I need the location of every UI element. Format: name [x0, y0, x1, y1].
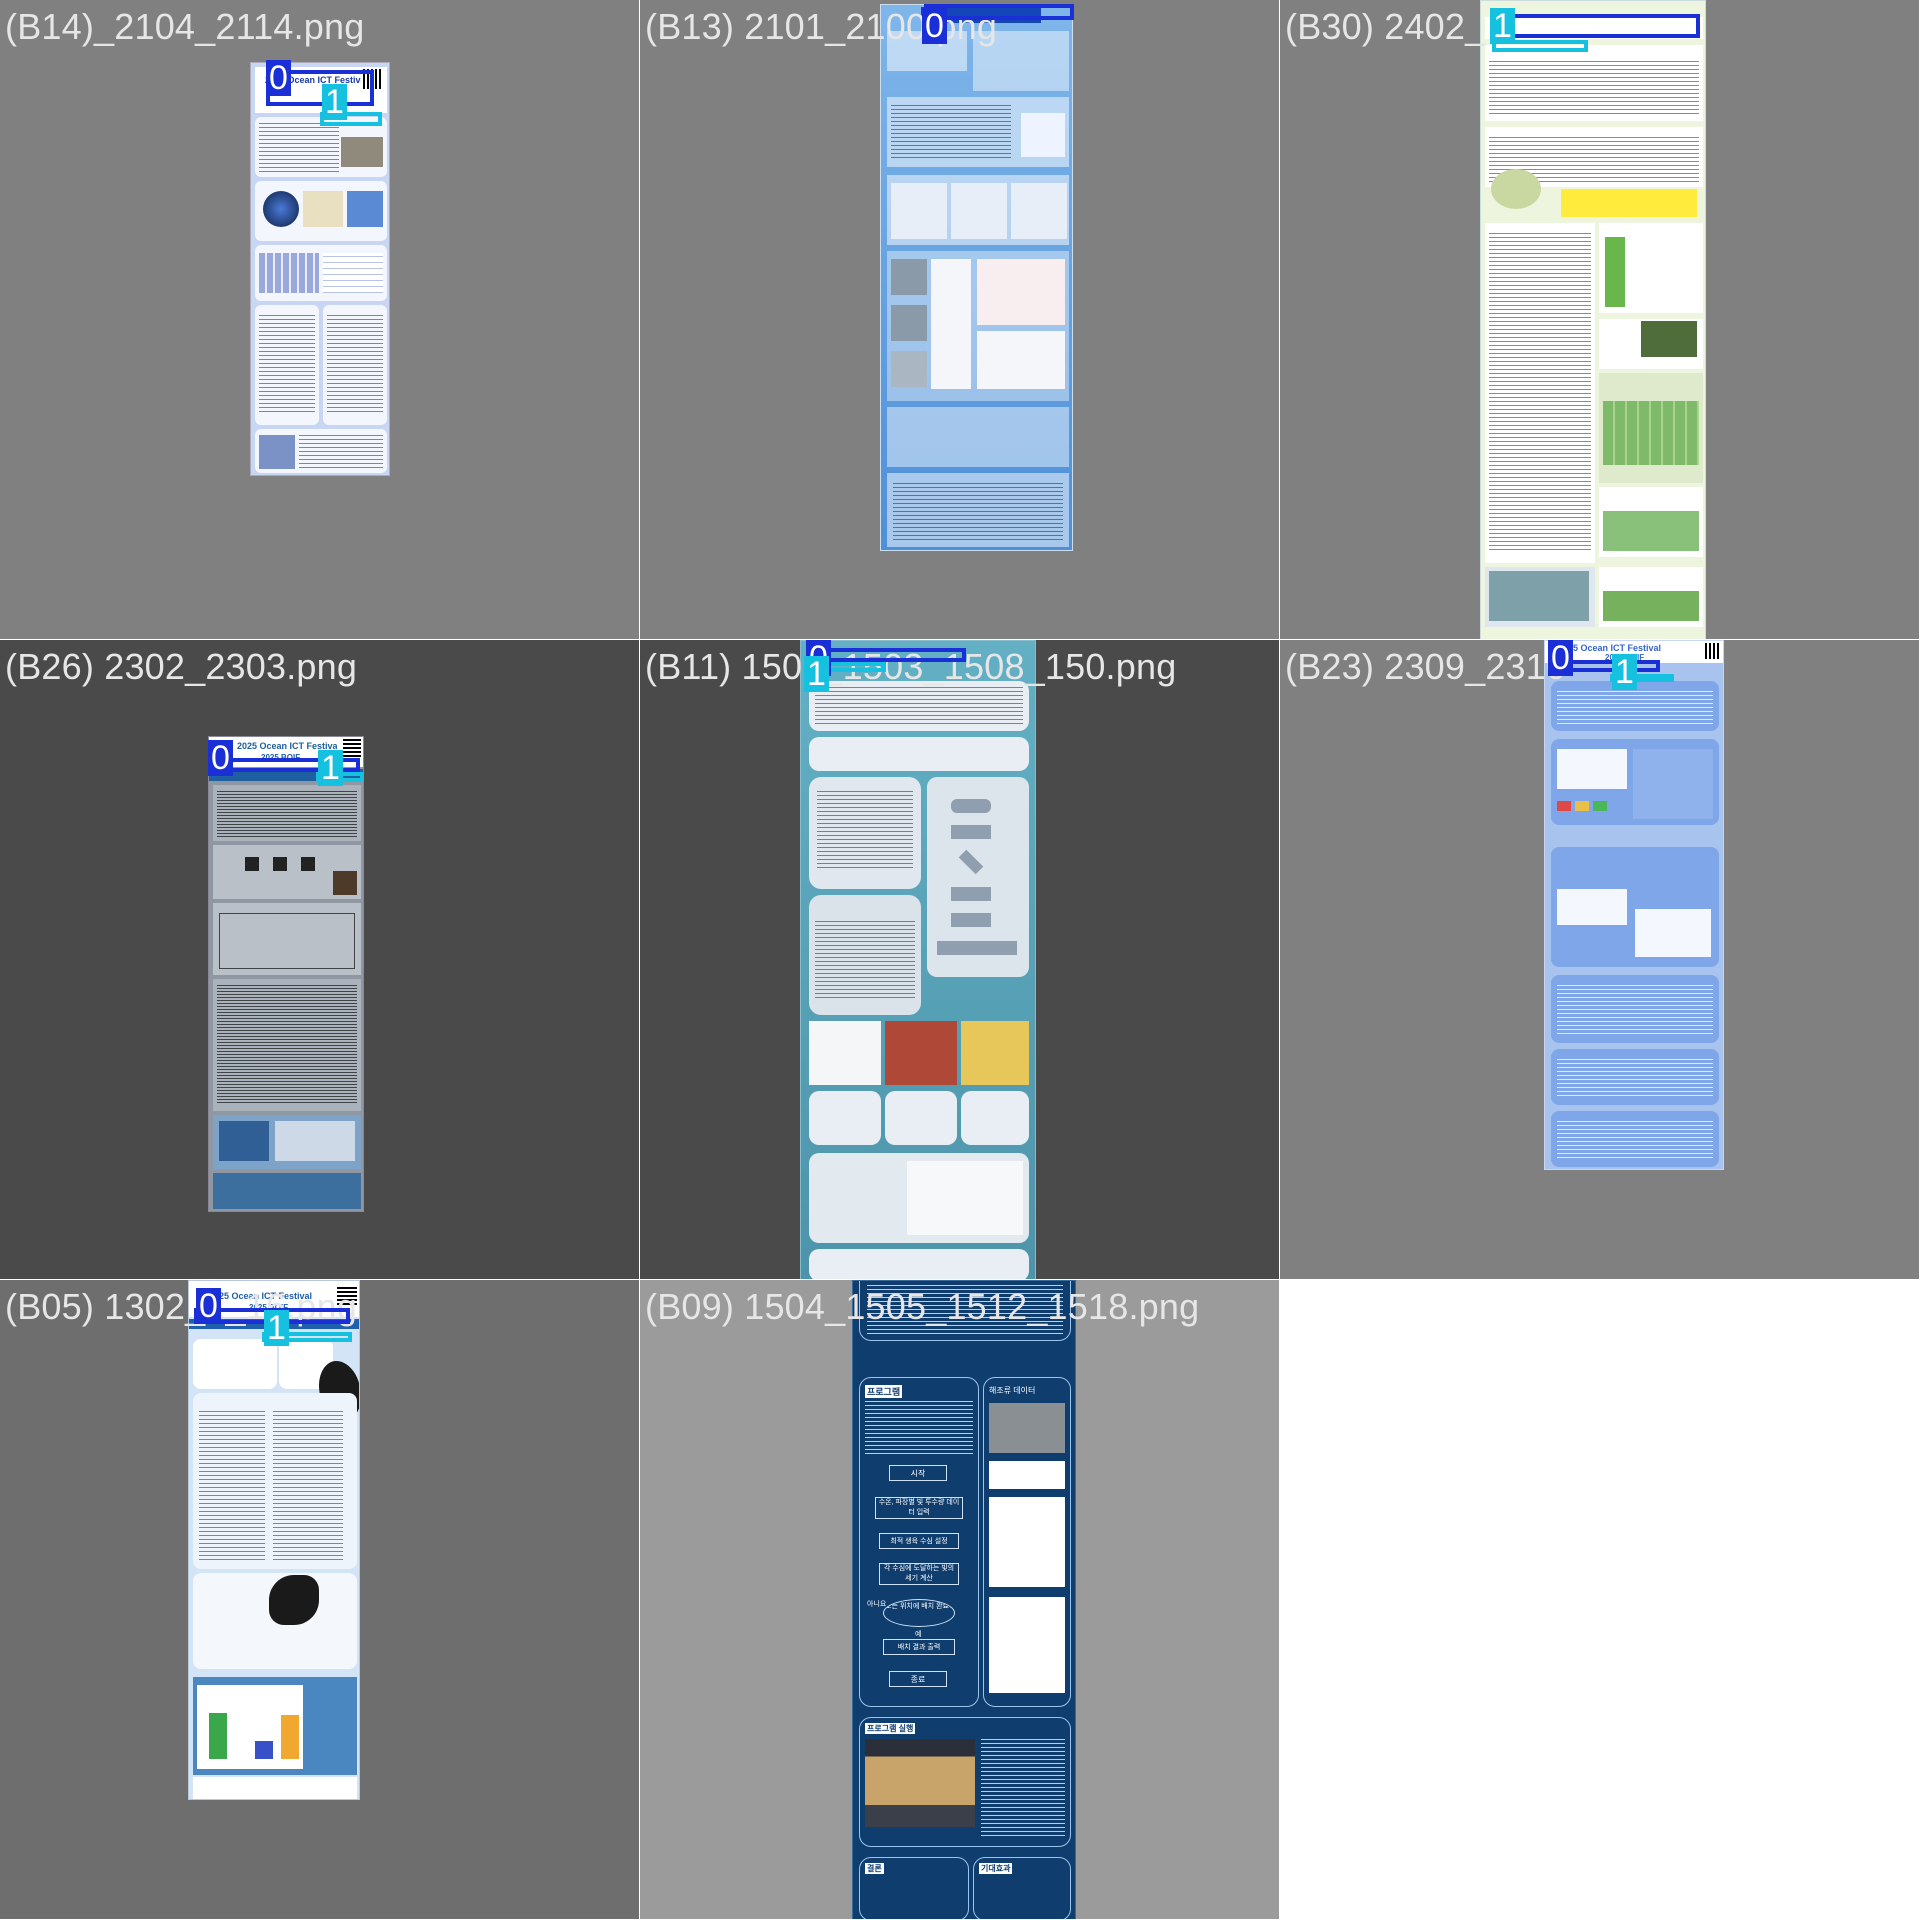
flow-input: 수온, 파장별 빛 투수량 데이터 입력 [875, 1497, 963, 1519]
simulation-screenshot [865, 1739, 975, 1827]
badge-1: 1 [1490, 8, 1515, 44]
qr-code-icon [1705, 643, 1721, 659]
badge-1: 1 [318, 750, 343, 786]
grid-cell-b05[interactable]: 2025 Ocean ICT Festival 2025 BOIF (B05) … [0, 1280, 640, 1920]
demo-section-title: 프로그램 실행 [865, 1723, 916, 1734]
grid-cell-b11[interactable]: (B11) 1501_1503_1508_150.png 0 1 [640, 640, 1280, 1280]
flow-calc-light: 각 수심에 도달하는 빛의 세기 계산 [879, 1563, 959, 1585]
highlight-box-1 [1492, 40, 1588, 52]
poster-title: 2025 Ocean ICT Festival [265, 75, 361, 85]
future-title: 기대효과 [979, 1863, 1013, 1874]
badge-0: 0 [196, 1288, 221, 1324]
highlight-box-0 [1492, 14, 1700, 38]
cell-filename-label: (B30) 2402_ [1285, 6, 1486, 47]
badge-0: 0 [208, 740, 233, 776]
poster-thumbnail[interactable]: 프로그램 시작 수온, 파장별 빛 투수량 데이터 입력 최적 생육 수심 설정… [852, 1280, 1076, 1919]
conclusion-title: 결론 [865, 1863, 884, 1874]
earth-image [263, 191, 299, 227]
badge-1: 1 [322, 84, 347, 120]
program-section-title: 프로그램 [865, 1385, 903, 1398]
flow-output: 배치 결과 출력 [883, 1639, 955, 1655]
flow-decision: 모든 위치에 배치 완료? [883, 1599, 955, 1627]
cell-filename-label: (B14)_2104_2114.png [5, 6, 365, 47]
grid-cell-b23[interactable]: 5 Ocean ICT Festival 2025 BOIF (B23) 230… [1280, 640, 1920, 1280]
poster-thumbnail[interactable]: 2025 Ocean ICT Festival 2025 BOIF [208, 736, 364, 1212]
qr-code-icon [343, 739, 361, 757]
badge-1: 1 [804, 656, 829, 692]
mascot-image [1491, 169, 1541, 209]
grid-cell-b14[interactable]: (B14)_2104_2114.png 2025 Ocean ICT Festi… [0, 0, 640, 640]
cell-filename-label: (B23) 2309_2310 [1285, 646, 1567, 687]
poster-thumbnail[interactable] [880, 4, 1073, 551]
grid-cell-b09[interactable]: 프로그램 시작 수온, 파장별 빛 투수량 데이터 입력 최적 생육 수심 설정… [640, 1280, 1280, 1920]
poster-thumbnail[interactable] [1480, 0, 1706, 639]
badge-0: 0 [266, 60, 291, 96]
poster-subtitle: 2025 BOIF [261, 753, 301, 762]
badge-0: 0 [1548, 640, 1573, 676]
badge-0: 0 [922, 8, 947, 44]
cell-filename-label: (B26) 2302_2303.png [5, 646, 358, 687]
poster-thumbnail[interactable]: 5 Ocean ICT Festival 2025 BOIF [1544, 640, 1724, 1170]
flow-yes-label: 예 [915, 1631, 922, 1638]
flow-set-depth: 최적 생육 수심 설정 [879, 1533, 959, 1549]
grid-cell-b13[interactable]: (B13) 2101_2100.png 0 [640, 0, 1280, 640]
flow-start: 시작 [889, 1465, 947, 1481]
flow-no-label: 아니요 [867, 1601, 887, 1608]
badge-1: 1 [264, 1310, 289, 1346]
grid-cell-b30[interactable]: (B30) 2402_ 1 [1280, 0, 1920, 640]
cell-filename-label: (B09) 1504_1505_1512_1518.png [645, 1286, 1200, 1327]
poster-title: 5 Ocean ICT Festival [1573, 643, 1662, 653]
qr-code-icon [337, 1285, 357, 1305]
cell-filename-label: (B11) 1501_1503_1508_150.png [645, 646, 1177, 687]
flow-end: 종료 [889, 1671, 947, 1687]
poster-thumbnail[interactable]: 2025 Ocean ICT Festival 2025 BOIF [188, 1280, 360, 1800]
poster-title: 2025 Ocean ICT Festival [237, 741, 337, 751]
badge-1: 1 [1612, 654, 1637, 690]
grid-cell-empty [1280, 1280, 1920, 1920]
grid-cell-b26[interactable]: (B26) 2302_2303.png 2025 Ocean ICT Festi… [0, 640, 640, 1280]
poster-subtitle: 2025 BOIF [249, 1303, 289, 1312]
poster-thumbnail[interactable] [800, 640, 1036, 1279]
poster-title: 2025 Ocean ICT Festival [209, 1291, 313, 1301]
data-section-title: 해조류 데이터 [989, 1386, 1036, 1395]
